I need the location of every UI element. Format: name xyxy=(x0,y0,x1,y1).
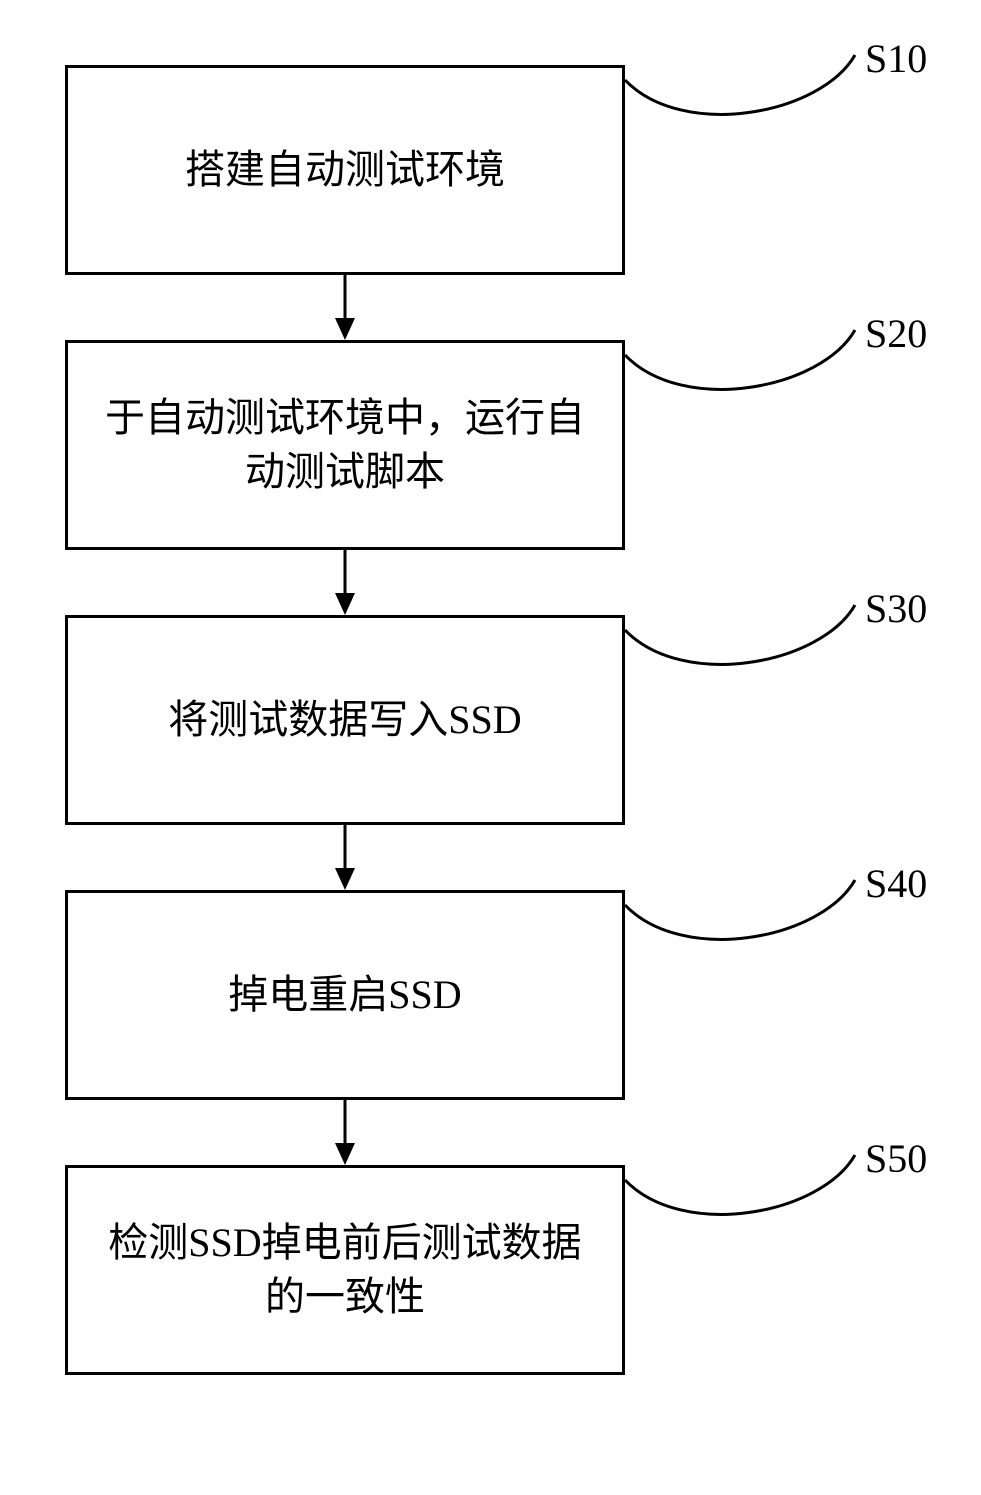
step-label-s20: S20 xyxy=(865,310,927,357)
flow-node-s30: 将测试数据写入SSD xyxy=(65,615,625,825)
step-label-s50: S50 xyxy=(865,1135,927,1182)
arrow-s30-s40 xyxy=(325,825,365,890)
leader-curve-s30 xyxy=(615,525,865,710)
flow-node-s20: 于自动测试环境中，运行自 动测试脚本 xyxy=(65,340,625,550)
leader-curve-s50 xyxy=(615,1075,865,1260)
flow-node-s10: 搭建自动测试环境 xyxy=(65,65,625,275)
leader-curve-s20 xyxy=(615,250,865,435)
flow-node-text: 搭建自动测试环境 xyxy=(185,143,505,197)
arrow-s20-s30 xyxy=(325,550,365,615)
arrow-s40-s50 xyxy=(325,1100,365,1165)
flow-node-s40: 掉电重启SSD xyxy=(65,890,625,1100)
step-label-s40: S40 xyxy=(865,860,927,907)
arrow-s10-s20 xyxy=(325,275,365,340)
flow-node-s50: 检测SSD掉电前后测试数据 的一致性 xyxy=(65,1165,625,1375)
leader-curve-s40 xyxy=(615,800,865,985)
step-label-s10: S10 xyxy=(865,35,927,82)
step-label-s30: S30 xyxy=(865,585,927,632)
flow-node-text: 于自动测试环境中，运行自 动测试脚本 xyxy=(105,391,585,499)
flow-node-text: 将测试数据写入SSD xyxy=(168,693,521,747)
flowchart-canvas: 搭建自动测试环境 S10 于自动测试环境中，运行自 动测试脚本 S20 将测试数据写入S… xyxy=(0,0,981,1495)
flow-node-text: 检测SSD掉电前后测试数据 的一致性 xyxy=(108,1216,581,1324)
leader-curve-s10 xyxy=(615,0,865,160)
flow-node-text: 掉电重启SSD xyxy=(228,968,461,1022)
